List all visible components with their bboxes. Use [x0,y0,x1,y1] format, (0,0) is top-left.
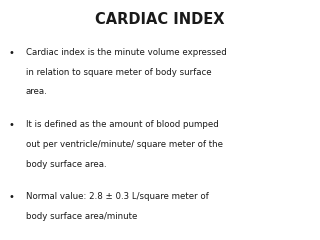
Text: body surface area.: body surface area. [26,160,106,168]
Text: Normal value: 2.8 ± 0.3 L/square meter of: Normal value: 2.8 ± 0.3 L/square meter o… [26,192,208,201]
Text: •: • [8,192,14,203]
Text: It is defined as the amount of blood pumped: It is defined as the amount of blood pum… [26,120,218,129]
Text: •: • [8,48,14,58]
Text: area.: area. [26,87,47,96]
Text: in relation to square meter of body surface: in relation to square meter of body surf… [26,68,211,77]
Text: •: • [8,120,14,130]
Text: Cardiac index is the minute volume expressed: Cardiac index is the minute volume expre… [26,48,226,57]
Text: CARDIAC INDEX: CARDIAC INDEX [95,12,225,27]
Text: out per ventricle/minute/ square meter of the: out per ventricle/minute/ square meter o… [26,140,223,149]
Text: body surface area/minute: body surface area/minute [26,212,137,221]
